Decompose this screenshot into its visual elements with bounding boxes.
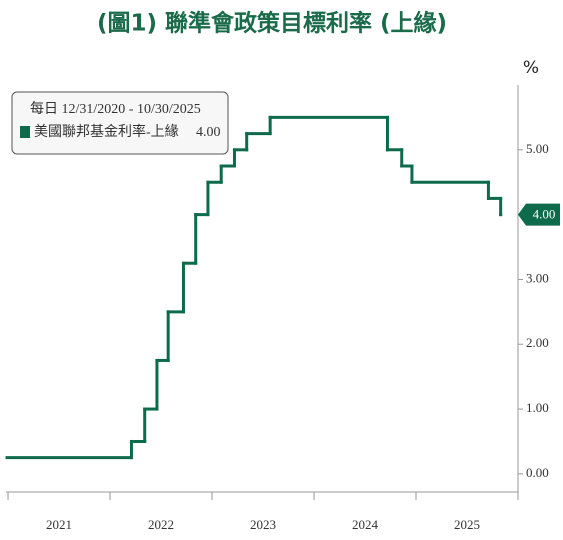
legend-swatch (20, 126, 30, 138)
y-tick-label: 5.00 (526, 141, 549, 156)
legend-value: 4.00 (196, 125, 221, 140)
x-tick-label: 2021 (46, 517, 72, 532)
x-tick-label: 2024 (352, 517, 379, 532)
y-axis-label: % (523, 58, 539, 78)
chart-title: (圖1) 聯準會政策目標利率 (上緣) (97, 10, 447, 37)
y-tick-label: 3.00 (526, 270, 549, 285)
legend-title: 每日 12/31/2020 - 10/30/2025 (30, 101, 201, 117)
y-tick-label: 2.00 (526, 335, 549, 350)
y-tick-label: 0.00 (526, 465, 549, 480)
legend: 每日 12/31/2020 - 10/30/2025 美國聯邦基金利率-上緣 4… (11, 91, 229, 155)
y-tick-label: 1.00 (526, 400, 549, 415)
last-value-tag (518, 203, 560, 226)
legend-label: 美國聯邦基金利率-上緣 (34, 123, 179, 140)
legend-box (11, 91, 229, 155)
last-value-label: 4.00 (533, 207, 556, 222)
x-tick-label: 2023 (250, 517, 276, 532)
x-tick-label: 2022 (148, 517, 174, 532)
x-tick-label: 2025 (454, 517, 480, 532)
